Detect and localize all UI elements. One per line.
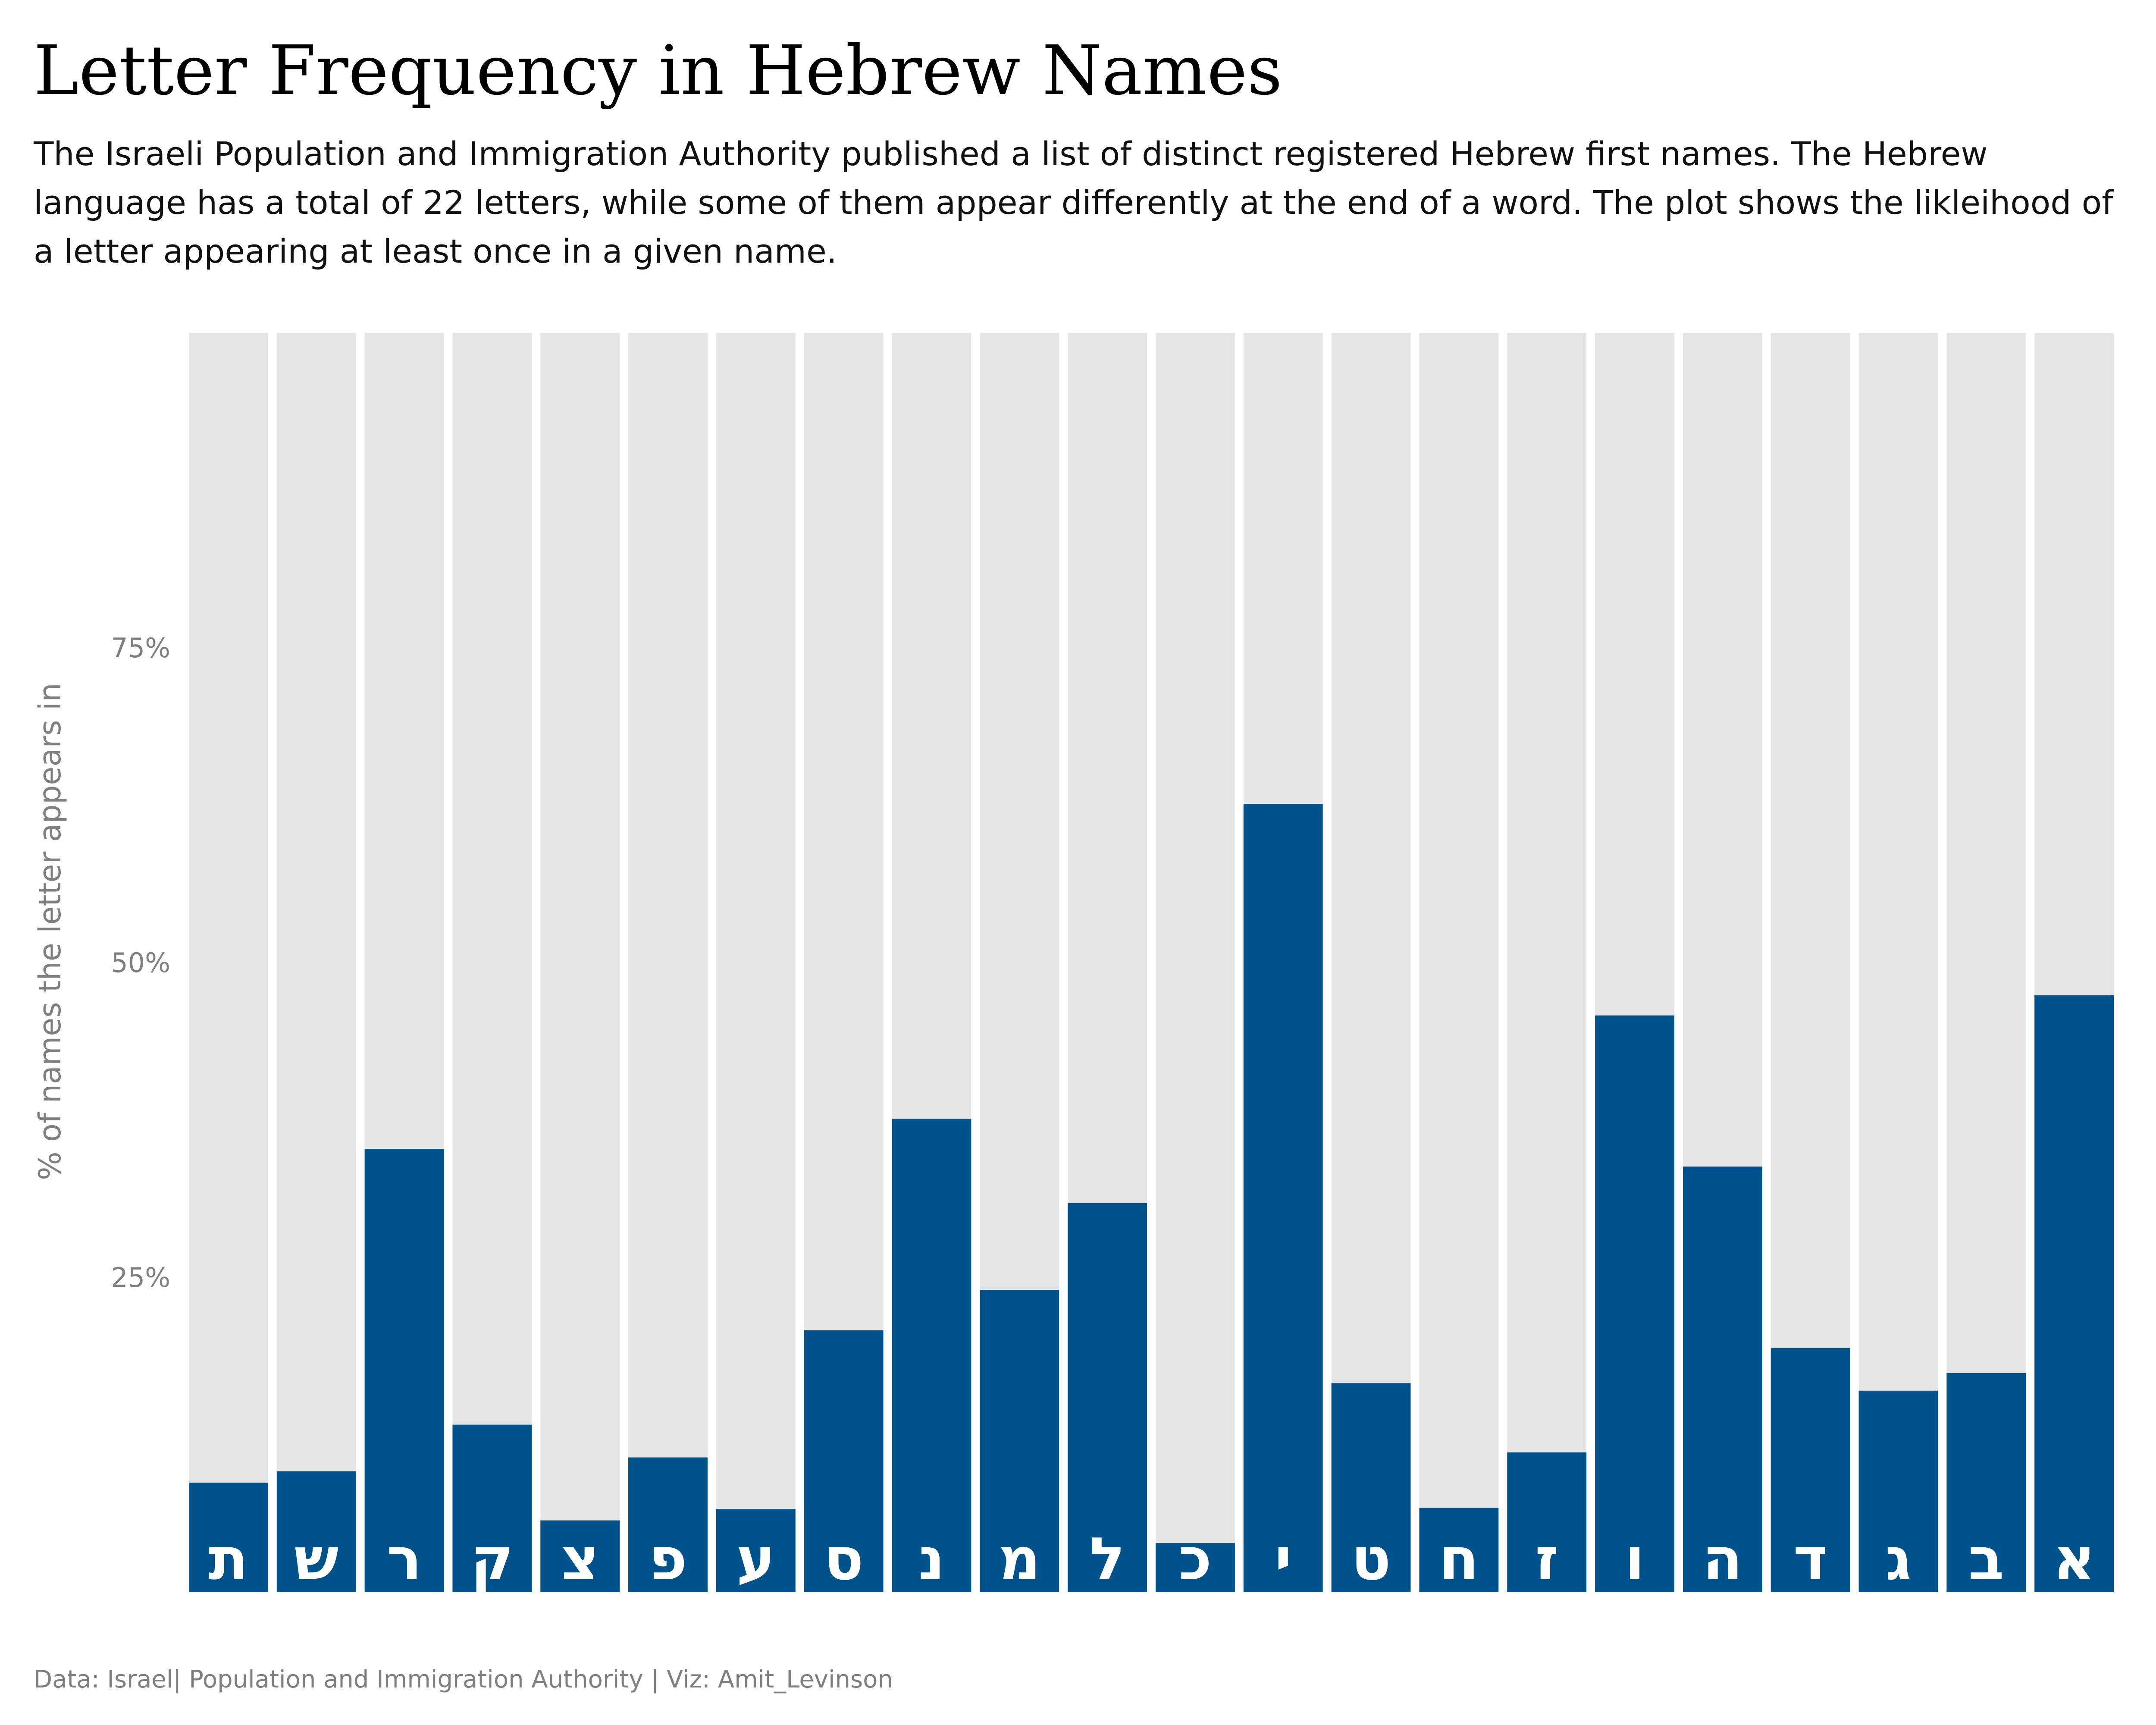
y-tick-label: 75% [111, 632, 170, 664]
chart-caption: Data: Israel| Population and Immigration… [34, 1665, 893, 1694]
bar [276, 1471, 356, 1592]
bar [1243, 804, 1323, 1592]
bar-letter-label: ח [1439, 1525, 1479, 1593]
background-bar [1419, 333, 1499, 1592]
chart-title: Letter Frequency in Hebrew Names [34, 31, 1282, 110]
y-tick-label: 50% [111, 947, 170, 979]
bar [1156, 1543, 1235, 1592]
y-tick-label: 25% [111, 1262, 170, 1293]
background-bar [452, 333, 532, 1592]
bar-letter-label: ל [1090, 1525, 1125, 1593]
chart-subtitle: The Israeli Population and Immigration A… [34, 135, 2113, 270]
data-bars [189, 804, 2114, 1592]
background-bar [1331, 333, 1411, 1592]
bar-letter-label: צ [561, 1525, 599, 1593]
background-bar [1858, 333, 1938, 1592]
bar [452, 1424, 532, 1592]
bar [1419, 1508, 1499, 1592]
bar-letter-label: ט [1351, 1525, 1391, 1593]
bar-letter-label: ר [387, 1525, 422, 1593]
bar [1946, 1373, 2026, 1592]
bar [1507, 1452, 1587, 1592]
bar-letter-label: ג [1885, 1525, 1912, 1593]
bar-letter-label: ת [208, 1525, 248, 1593]
bar-letter-label: פ [649, 1525, 687, 1593]
bar-letter-label: מ [998, 1525, 1040, 1593]
background-bar [1156, 333, 1235, 1592]
bar-letter-label: ו [1625, 1525, 1645, 1593]
bar-letter-label: ב [1968, 1525, 2004, 1593]
bar [804, 1330, 884, 1592]
background-bar [716, 333, 796, 1592]
bar [540, 1520, 620, 1592]
bar [1771, 1348, 1850, 1592]
bar [716, 1509, 796, 1592]
bar-letter-label: ה [1702, 1525, 1742, 1593]
bar-letter-label: נ [918, 1525, 945, 1593]
bar-letter-label: ש [294, 1525, 338, 1593]
y-axis-ticks: 25% 50% 75% [111, 632, 170, 1293]
bar [1331, 1383, 1411, 1592]
bar [892, 1119, 971, 1592]
bar-letter-label: ק [470, 1525, 514, 1593]
background-bar [540, 333, 620, 1592]
bar [1858, 1390, 1938, 1592]
bar [980, 1290, 1059, 1592]
background-bar [189, 333, 268, 1592]
background-bar [628, 333, 708, 1592]
bar-letter-label: א [2053, 1525, 2096, 1593]
bar-letter-label: ס [824, 1525, 863, 1593]
bar [364, 1149, 444, 1592]
bar-letter-label: ע [736, 1525, 776, 1593]
bar-letter-label: ד [1793, 1525, 1828, 1593]
bar [1683, 1167, 1762, 1592]
bar [189, 1482, 268, 1592]
bar [1595, 1015, 1674, 1592]
background-bar [276, 333, 356, 1592]
background-bar [1507, 333, 1587, 1592]
bar-letter-label: ז [1535, 1525, 1558, 1593]
y-axis-title: % of names the letter appears in [32, 683, 68, 1180]
bar [1068, 1203, 1147, 1592]
bar-letter-label: י [1275, 1525, 1292, 1593]
bar [628, 1457, 708, 1592]
bar [2034, 995, 2114, 1592]
bar-letter-label: כ [1178, 1525, 1212, 1593]
